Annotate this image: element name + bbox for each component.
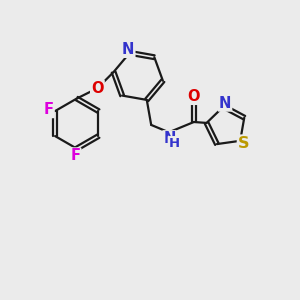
Text: N: N bbox=[219, 95, 231, 110]
Text: F: F bbox=[44, 102, 54, 117]
Text: O: O bbox=[91, 81, 104, 96]
Text: F: F bbox=[70, 148, 80, 164]
Text: N: N bbox=[163, 131, 176, 146]
Text: O: O bbox=[188, 89, 200, 104]
Text: S: S bbox=[238, 136, 250, 151]
Text: H: H bbox=[168, 137, 179, 150]
Text: N: N bbox=[122, 42, 134, 57]
